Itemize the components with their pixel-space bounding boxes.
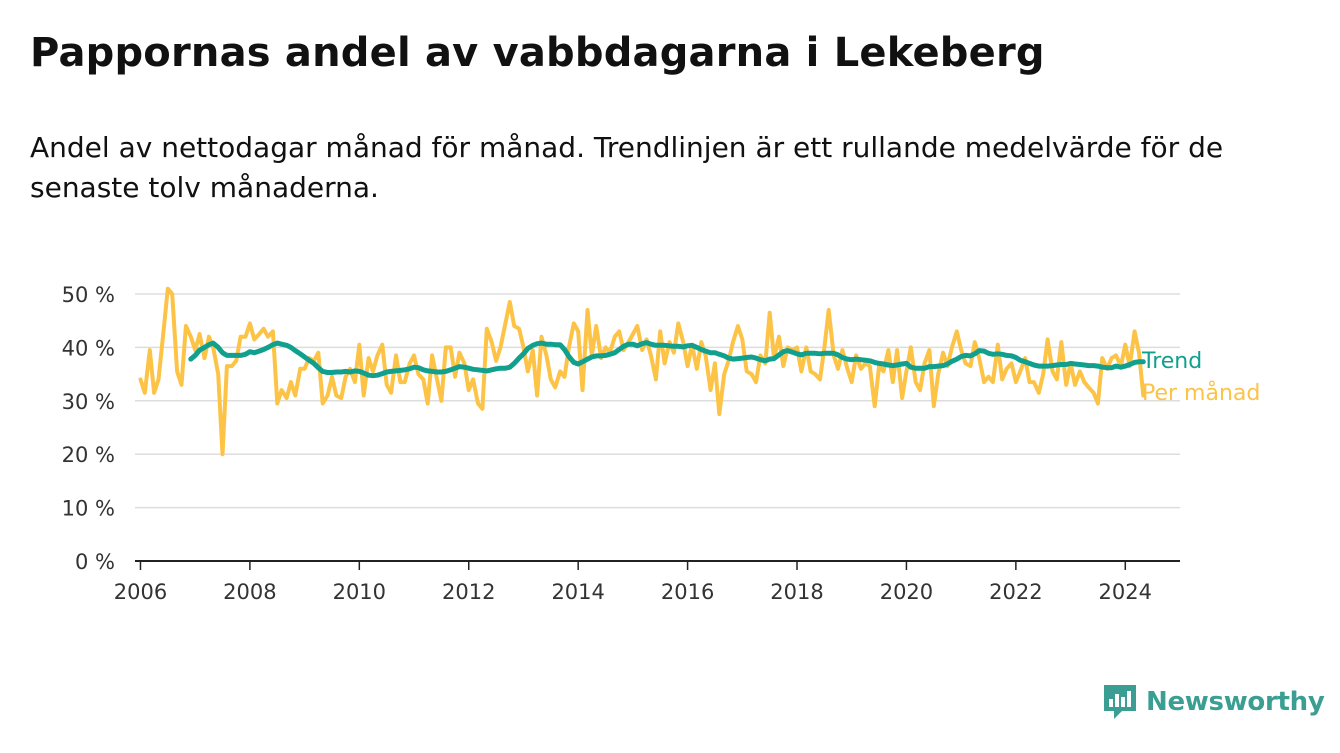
monthly-series-line bbox=[138, 286, 1146, 457]
x-tick-label: 2012 bbox=[442, 580, 495, 604]
x-tick-label: 2016 bbox=[661, 580, 714, 604]
x-tick-label: 2010 bbox=[333, 580, 386, 604]
gridlines bbox=[135, 293, 1180, 509]
chart-subtitle: Andel av nettodagar månad för månad. Tre… bbox=[30, 131, 1224, 204]
y-tick-label: 0 % bbox=[75, 550, 115, 574]
x-tick-label: 2020 bbox=[880, 580, 933, 604]
x-tick-label: 2024 bbox=[1099, 580, 1152, 604]
y-tick-label: 10 % bbox=[62, 497, 115, 521]
x-axis: 2006 2008 2010 2012 2014 2016 2018 2020 2022 2024 bbox=[114, 560, 1180, 604]
series-lines bbox=[138, 286, 1146, 457]
newsworthy-logo-icon bbox=[1104, 685, 1136, 719]
y-tick-label: 50 % bbox=[62, 283, 115, 307]
x-tick-label: 2006 bbox=[114, 580, 167, 604]
line-chart: 0 % 10 % 20 % 30 % 40 % 50 % 2006 2008 2010 2012… bbox=[62, 283, 1261, 604]
legend-label-monthly: Per månad bbox=[1142, 380, 1260, 406]
x-tick-label: 2014 bbox=[551, 580, 604, 604]
legend: Per månad Trend bbox=[1141, 349, 1260, 406]
legend-label-trend: Trend bbox=[1141, 349, 1202, 374]
y-tick-label: 30 % bbox=[62, 390, 115, 414]
chart-title: Pappornas andel av vabbdagarna i Lekeber… bbox=[30, 30, 1045, 76]
newsworthy-logo: Newsworthy bbox=[1102, 683, 1325, 721]
brand-name: Newsworthy bbox=[1146, 687, 1325, 717]
x-tick-label: 2022 bbox=[989, 580, 1042, 604]
trend-series-line bbox=[188, 340, 1146, 379]
y-tick-label: 20 % bbox=[62, 443, 115, 467]
y-axis: 0 % 10 % 20 % 30 % 40 % 50 % bbox=[62, 283, 115, 574]
x-tick-label: 2018 bbox=[770, 580, 823, 604]
y-tick-label: 40 % bbox=[62, 336, 115, 360]
x-tick-label: 2008 bbox=[223, 580, 276, 604]
